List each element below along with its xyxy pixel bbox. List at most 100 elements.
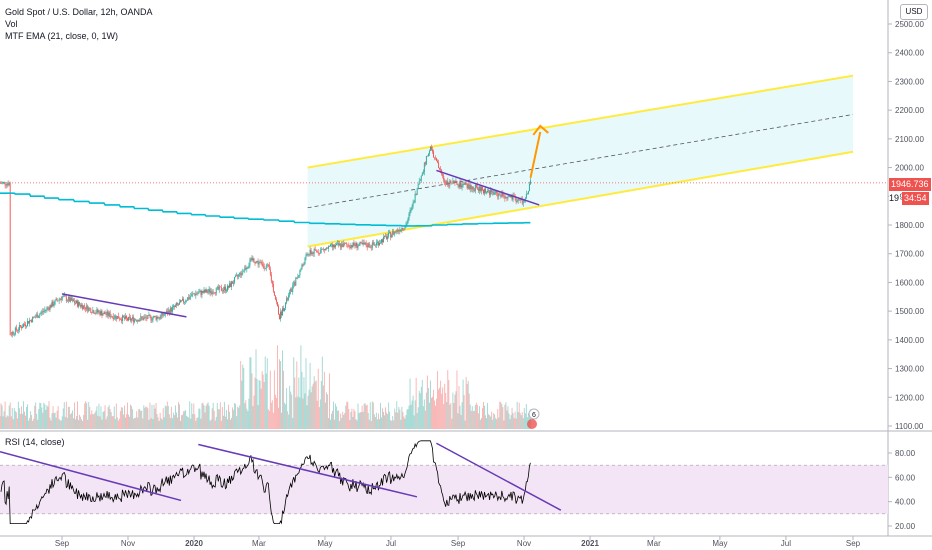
volume-legend[interactable]: Vol [5,19,18,29]
volume-bar [260,388,262,429]
volume-bar [64,416,66,429]
volume-bar [492,419,494,429]
volume-bar [7,416,9,429]
volume-bar [365,405,367,429]
candle-body [340,243,342,248]
price-tick-label: 1800.00 [895,221,924,230]
volume-bar [381,417,382,429]
volume-bar [210,419,212,429]
candle-body [111,316,113,318]
candle-body [330,244,331,247]
volume-bar [519,412,521,429]
candle-body [291,288,293,292]
candle-body [353,242,355,246]
candle-body [3,181,5,183]
volume-bar [188,417,190,429]
volume-bar [316,400,318,429]
candle-body [465,182,467,185]
rsi-legend[interactable]: RSI (14, close) [5,437,65,447]
candle-body [398,230,400,232]
volume-bar [377,413,379,429]
rsi-tick-label: 40.00 [895,498,916,507]
candle-body [271,281,273,285]
volume-bar [529,409,531,429]
candle-body [102,313,104,316]
candle-body [367,243,369,248]
candle-body [51,301,53,308]
time-tick-label: May [712,539,727,548]
volume-bar [343,414,345,429]
volume-bar [242,364,244,429]
volume-bar [29,418,31,429]
candle-body [228,285,229,288]
candle-body [196,293,198,295]
volume-bar [358,413,360,429]
volume-bar [40,403,42,429]
volume-bar [106,416,108,429]
candle-body [145,316,147,318]
volume-bar [169,417,171,429]
volume-bar [54,412,56,429]
candle-body [67,296,69,301]
candle-body [14,327,16,335]
candle-body [60,298,62,300]
candle-body [369,246,371,248]
candle-body [427,153,429,157]
candle-body [115,315,117,320]
candle-body [350,245,352,249]
volume-bar [219,402,221,429]
volume-bar [25,415,26,429]
candle-body [323,248,325,250]
volume-bar [9,402,11,429]
candle-body [395,231,397,233]
candle-body [178,304,179,306]
candle-body [130,317,132,321]
volume-bar [331,413,332,429]
candle-body [255,261,257,264]
volume-bar [461,402,463,429]
candle-body [453,180,455,182]
time-tick-label: Sep [846,539,861,548]
candle-body [459,182,461,188]
candle-body [304,257,306,265]
price-tick-label: 2300.00 [895,77,924,86]
candle-body [71,299,73,301]
volume-bar [192,414,194,429]
volume-bar [323,371,325,429]
candle-body [462,184,464,186]
symbol-legend[interactable]: Gold Spot / U.S. Dollar, 12h, OANDA [5,7,153,17]
candle-body [254,262,256,264]
candle-body [24,324,25,325]
volume-bar [148,419,150,429]
candle-body [432,149,433,152]
candle-body [491,190,493,193]
candle-body [26,325,27,327]
volume-bar [347,402,349,429]
volume-bar [499,401,501,429]
candle-body [134,319,136,323]
volume-bar [428,402,430,429]
candle-body [264,268,266,270]
currency-button[interactable]: USD [900,4,928,20]
candle-body [348,245,350,247]
candle-body [482,187,483,190]
candle-body [117,316,119,319]
candle-body [151,320,153,321]
volume-bar [480,418,482,429]
candle-body [362,242,364,244]
volume-bar [35,402,37,429]
candle-body [12,331,14,335]
candle-body [359,241,361,245]
candle-body [209,289,211,293]
candle-body [511,195,513,200]
ema-legend[interactable]: MTF EMA (21, close, 0, 1W) [5,31,119,41]
candle-body [261,262,263,264]
price-trendline [436,169,540,206]
candle-body [391,235,393,238]
volume-bar [415,377,417,429]
candle-body [162,312,164,316]
price-trendline [61,293,187,318]
volume-bar [286,388,288,429]
candle-body [528,183,530,191]
